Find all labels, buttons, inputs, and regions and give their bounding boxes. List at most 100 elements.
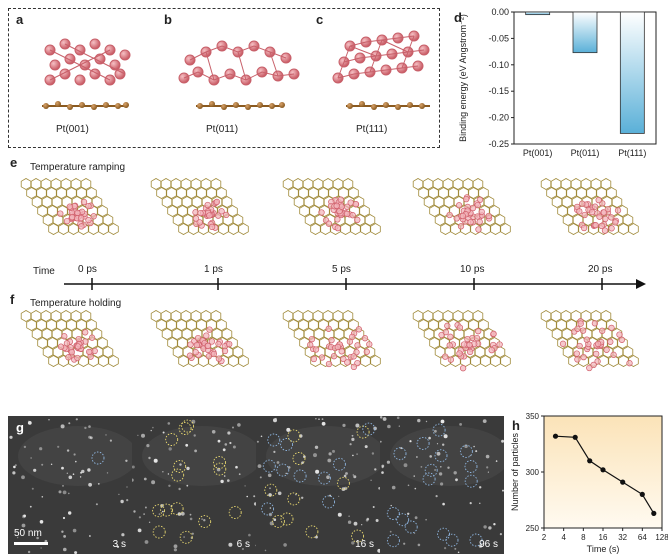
nanoparticle: [68, 475, 73, 480]
chart-d-ytick-label: 0.00: [491, 7, 509, 17]
ramping-snapshots: [20, 178, 639, 235]
chart-h-xtick-label: 16: [599, 533, 608, 542]
tracked-particle-marker: [178, 422, 192, 435]
nanoparticle: [442, 443, 445, 446]
micrograph-frame-2: 6 s: [132, 416, 256, 554]
nanoparticle: [227, 431, 231, 435]
nanoparticle: [327, 458, 332, 463]
tracked-particle-marker: [264, 483, 278, 497]
nanoparticle: [88, 435, 92, 439]
panel-f-label: f: [10, 292, 15, 307]
timeline-label: Time: [33, 266, 55, 277]
pt001-model: [44, 38, 131, 86]
tracked-particle-marker: [287, 429, 301, 443]
nanoparticle: [464, 444, 468, 448]
nanoparticle: [403, 542, 406, 545]
nanoparticle: [63, 547, 67, 552]
tracked-particle-marker: [322, 495, 336, 509]
nanoparticle: [41, 463, 44, 466]
nanoparticle: [143, 513, 145, 515]
tracked-particle-marker: [422, 472, 436, 486]
nanoparticle: [390, 504, 392, 507]
timeline-axis: [64, 278, 646, 290]
frame-time-4: 96 s: [479, 539, 498, 550]
md-snapshot: [20, 178, 119, 235]
chart-h-point: [552, 433, 559, 439]
nanoparticle: [106, 472, 109, 474]
md-snapshot: [150, 310, 249, 367]
nanoparticle: [232, 426, 234, 429]
nanoparticle: [420, 466, 423, 468]
panel-a-label: a: [16, 12, 24, 27]
tracked-particle-marker: [396, 513, 410, 527]
nanoparticle: [66, 472, 68, 474]
pt-structures: [42, 30, 430, 110]
nanoparticle: [326, 475, 330, 479]
nanoparticle: [153, 458, 158, 463]
nanoparticle: [257, 464, 262, 468]
nanoparticle: [381, 466, 384, 469]
nanoparticle: [372, 506, 375, 508]
nanoparticle: [168, 447, 172, 451]
tracked-particle-marker: [469, 533, 483, 547]
tracked-particle-marker: [276, 463, 290, 477]
nanoparticle: [398, 425, 400, 427]
nanoparticle: [425, 518, 427, 521]
nanoparticle: [33, 468, 37, 472]
nanoparticle: [232, 445, 236, 449]
nanoparticle: [72, 473, 75, 475]
nanoparticle: [88, 482, 92, 487]
tracked-particle-marker: [152, 525, 166, 539]
chart-h-ytick-label: 350: [526, 412, 540, 421]
nanoparticle: [389, 530, 392, 533]
chart-d-ytick-label: -0.10: [488, 60, 509, 70]
chart-h-xtick-label: 64: [638, 533, 647, 542]
nanoparticle: [224, 443, 228, 446]
nanoparticle: [133, 510, 136, 513]
nanoparticle: [264, 549, 267, 552]
micrograph-frame-3: 16 s: [256, 416, 380, 554]
nanoparticle: [268, 493, 272, 497]
chart-h-point: [639, 491, 645, 497]
nanoparticle: [417, 418, 421, 423]
tracked-particle-marker: [280, 512, 294, 526]
nanoparticle: [23, 445, 27, 449]
nanoparticle: [23, 514, 26, 518]
frame-time-3: 16 s: [355, 539, 374, 550]
nanoparticle: [227, 479, 230, 482]
nanoparticle: [457, 551, 460, 554]
timeline-tick-label: 1 ps: [204, 264, 223, 275]
tracked-particle-marker: [179, 530, 193, 544]
nanoparticle: [203, 519, 206, 522]
graphene-c: [346, 101, 430, 110]
nanoparticle: [21, 475, 25, 480]
nanoparticle: [29, 505, 32, 508]
nanoparticle: [62, 485, 64, 487]
panel-h-label: h: [512, 418, 520, 433]
tracked-particle-marker: [459, 444, 473, 458]
chart-d-xtick-label: Pt(111): [618, 148, 646, 158]
nanoparticle: [162, 471, 164, 473]
pt-cluster: [57, 329, 98, 363]
nanoparticle: [407, 512, 410, 515]
tracked-particle-marker: [261, 502, 275, 516]
nanoparticle: [382, 417, 387, 421]
micrograph-haze: [266, 426, 380, 486]
nanoparticle: [277, 491, 282, 496]
nanoparticle: [21, 523, 26, 528]
nanoparticle: [211, 430, 216, 434]
pt-cluster: [559, 318, 633, 372]
chart-d-ytick-label: -0.20: [488, 113, 509, 123]
nanoparticle: [374, 468, 377, 471]
timeline-tick-label: 20 ps: [588, 264, 613, 275]
caption-pt011: Pt(011): [206, 124, 239, 135]
md-snapshot: [412, 178, 511, 235]
nanoparticle: [189, 513, 192, 516]
nanoparticle: [351, 434, 354, 437]
nanoparticle: [440, 466, 442, 468]
nanoparticle: [118, 493, 120, 496]
nanoparticle: [365, 519, 369, 522]
nanoparticle: [121, 533, 125, 537]
nanoparticle: [186, 466, 190, 471]
tracked-particle-marker: [404, 520, 418, 534]
